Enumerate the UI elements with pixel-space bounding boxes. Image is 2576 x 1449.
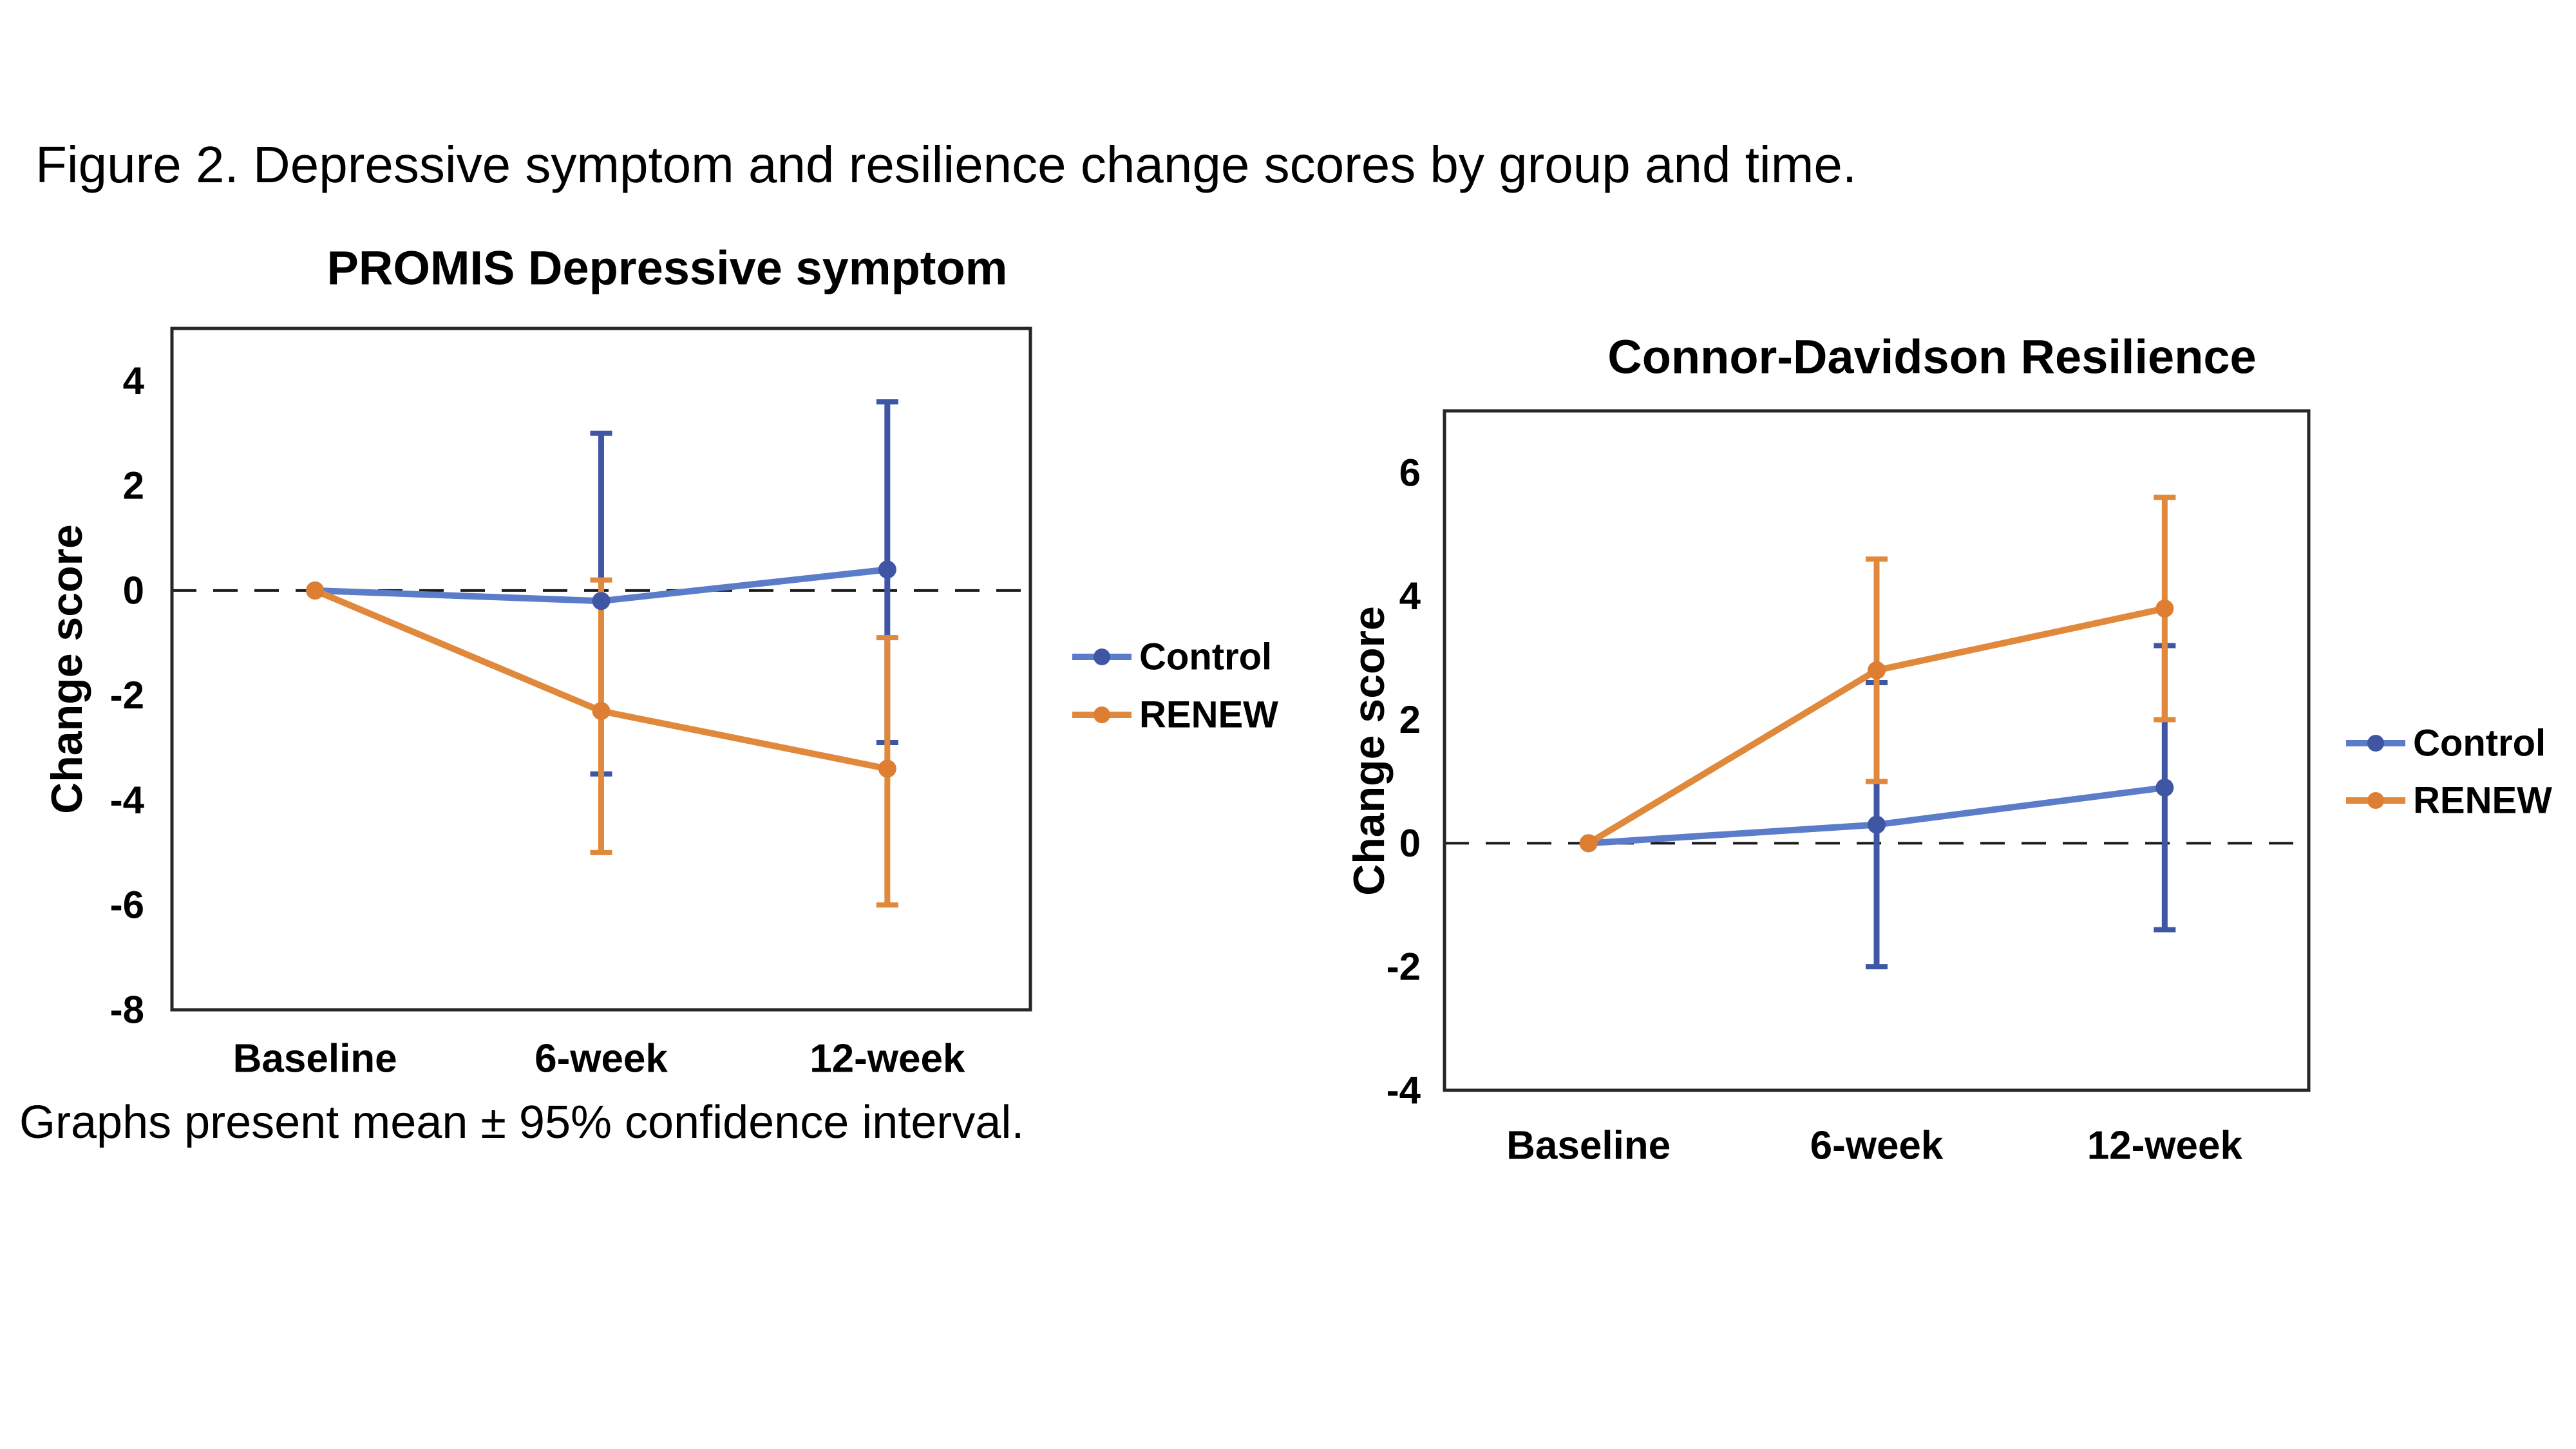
data-point-renew bbox=[1579, 834, 1598, 853]
legend-label-control: Control bbox=[2413, 723, 2546, 764]
legend-item-renew: RENEW bbox=[2346, 780, 2552, 822]
y-tick-label: 0 bbox=[123, 569, 144, 612]
resilience-chart: 6 4 2 0 -2 -4 Baseline 6-week 12-week Connor-Davi… bbox=[1345, 330, 2552, 1168]
data-point-renew bbox=[306, 581, 325, 600]
legend-item-control: Control bbox=[2346, 723, 2546, 764]
y-tick-label: 2 bbox=[1399, 698, 1421, 741]
promis-chart: 4 2 0 -2 -4 -6 -8 Baseline 6-week 12-week PROMIS D… bbox=[43, 242, 1278, 1081]
data-point-renew bbox=[878, 759, 896, 778]
y-tick-label: -4 bbox=[1387, 1069, 1421, 1112]
legend-marker-renew bbox=[2367, 792, 2384, 809]
data-point-renew bbox=[2155, 599, 2174, 618]
plot-border bbox=[170, 327, 1032, 1012]
y-tick-label: 0 bbox=[1399, 822, 1421, 865]
figure-caption: Graphs present mean ± 95% confidence int… bbox=[19, 1097, 1025, 1148]
y-tick-label: -4 bbox=[110, 779, 145, 822]
y-tick-label: -2 bbox=[110, 674, 144, 717]
legend-label-control: Control bbox=[1139, 636, 1272, 678]
data-point-control bbox=[592, 592, 611, 611]
y-tick-label: -6 bbox=[110, 884, 144, 927]
resilience-chart-title: Connor-Davidson Resilience bbox=[1607, 330, 2256, 384]
legend-label-renew: RENEW bbox=[1139, 694, 1278, 736]
legend-marker-renew bbox=[1094, 706, 1110, 723]
promis-chart-title: PROMIS Depressive symptom bbox=[327, 242, 1008, 295]
y-axis-label: Change score bbox=[1345, 606, 1394, 896]
y-tick-label: 4 bbox=[123, 359, 145, 402]
legend-label-renew: RENEW bbox=[2413, 780, 2552, 822]
figure-title: Figure 2. Depressive symptom and resilie… bbox=[35, 136, 1857, 193]
data-point-control bbox=[1868, 815, 1886, 834]
legend-marker-control bbox=[2367, 735, 2384, 752]
data-point-renew bbox=[592, 702, 611, 721]
x-tick-label: 12-week bbox=[2087, 1124, 2243, 1168]
x-tick-label: 6-week bbox=[535, 1037, 668, 1081]
y-tick-label: -8 bbox=[110, 989, 144, 1032]
legend-item-renew: RENEW bbox=[1072, 694, 1278, 736]
x-tick-label: 12-week bbox=[810, 1037, 965, 1081]
x-tick-label: Baseline bbox=[233, 1037, 397, 1081]
x-tick-label: Baseline bbox=[1506, 1124, 1671, 1168]
y-axis-label: Change score bbox=[43, 524, 91, 814]
y-tick-label: -2 bbox=[1387, 945, 1421, 989]
data-point-control bbox=[878, 560, 896, 579]
legend-marker-control bbox=[1094, 649, 1110, 665]
x-tick-label: 6-week bbox=[1810, 1124, 1944, 1168]
data-point-control bbox=[2155, 779, 2174, 797]
y-tick-label: 6 bbox=[1399, 451, 1421, 494]
data-point-renew bbox=[1868, 661, 1886, 679]
y-tick-label: 4 bbox=[1399, 574, 1421, 618]
legend-item-control: Control bbox=[1072, 636, 1272, 678]
y-tick-label: 2 bbox=[123, 464, 144, 507]
plot-border bbox=[1443, 409, 2311, 1092]
